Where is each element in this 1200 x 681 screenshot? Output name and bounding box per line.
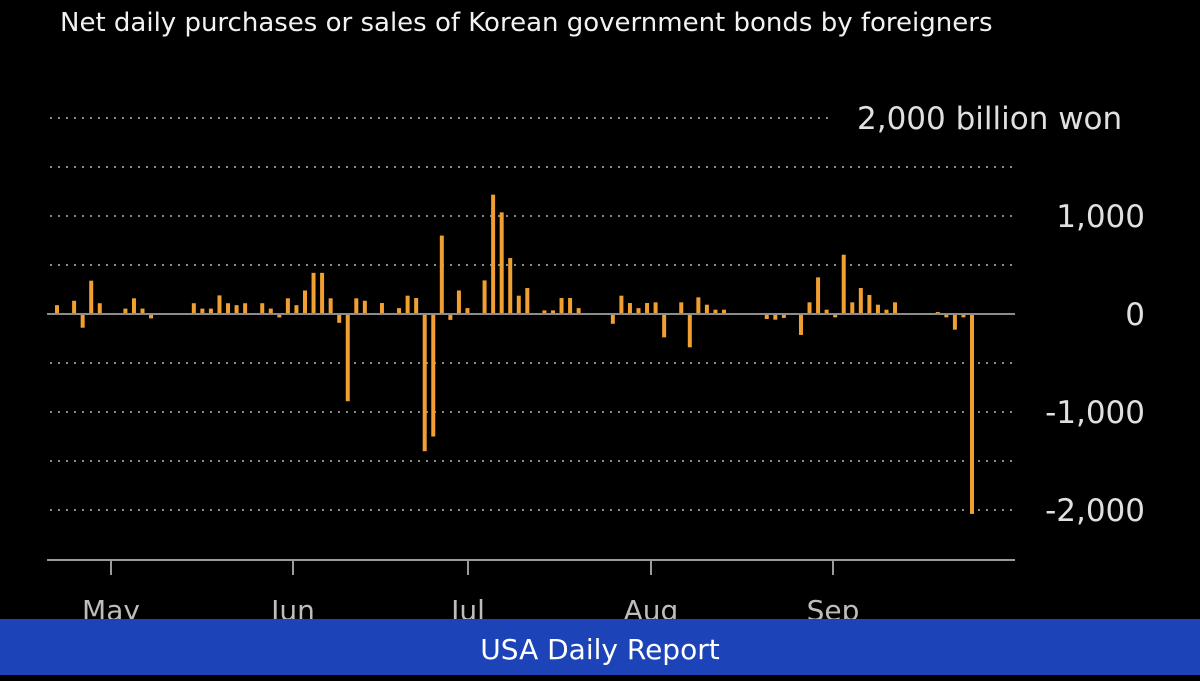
bar bbox=[149, 314, 154, 319]
bar bbox=[653, 302, 658, 314]
bar bbox=[961, 314, 966, 318]
bar bbox=[833, 314, 838, 318]
bar bbox=[72, 300, 77, 314]
bar bbox=[893, 302, 898, 314]
bar bbox=[559, 298, 564, 314]
bar bbox=[482, 280, 487, 314]
bar bbox=[123, 308, 128, 314]
bar bbox=[952, 314, 957, 330]
y-tick-label: 1,000 bbox=[1056, 199, 1145, 235]
bar bbox=[867, 294, 872, 314]
bar bbox=[89, 280, 94, 314]
bar bbox=[422, 314, 427, 452]
bar bbox=[704, 304, 709, 314]
bar bbox=[191, 303, 196, 314]
bar bbox=[379, 303, 384, 314]
bar bbox=[858, 288, 863, 314]
bar bbox=[285, 298, 290, 314]
bar bbox=[807, 302, 812, 314]
bar bbox=[354, 298, 359, 314]
bar bbox=[764, 314, 769, 319]
y-tick-label: -2,000 bbox=[1045, 493, 1145, 529]
bar bbox=[850, 302, 855, 314]
bar bbox=[362, 300, 367, 314]
bar bbox=[550, 310, 555, 314]
bar bbox=[320, 272, 325, 314]
bar bbox=[508, 258, 513, 314]
bar bbox=[414, 298, 419, 314]
y-tick-label: 0 bbox=[1125, 297, 1145, 333]
bar bbox=[277, 314, 282, 318]
bar bbox=[294, 305, 299, 314]
bar bbox=[679, 302, 684, 314]
bar bbox=[208, 308, 213, 314]
bar bbox=[448, 314, 453, 320]
bar bbox=[243, 303, 248, 314]
bar bbox=[713, 309, 718, 314]
bar bbox=[568, 298, 573, 314]
bar bbox=[687, 314, 692, 348]
bar bbox=[636, 308, 641, 314]
bar bbox=[337, 314, 342, 323]
bar bbox=[328, 298, 333, 314]
bar bbox=[260, 303, 265, 314]
bar bbox=[302, 290, 307, 314]
bar bbox=[824, 309, 829, 314]
bar bbox=[405, 295, 410, 314]
bar bbox=[645, 303, 650, 314]
bar bbox=[491, 194, 496, 314]
bar bbox=[816, 277, 821, 314]
bar bbox=[397, 308, 402, 314]
bar bbox=[627, 303, 632, 314]
bar bbox=[875, 304, 880, 314]
bar bbox=[465, 308, 470, 314]
bar bbox=[781, 314, 786, 318]
bar bbox=[696, 297, 701, 314]
bar bbox=[456, 290, 461, 314]
bar bbox=[226, 303, 231, 314]
bar bbox=[200, 308, 205, 314]
bar bbox=[610, 314, 615, 324]
chart-title: Net daily purchases or sales of Korean g… bbox=[60, 8, 993, 38]
footer-label: USA Daily Report bbox=[480, 633, 720, 666]
bar bbox=[234, 305, 239, 314]
bar bbox=[516, 295, 521, 314]
bar bbox=[576, 308, 581, 314]
bar bbox=[131, 298, 136, 314]
bar bbox=[140, 308, 145, 314]
bar bbox=[499, 212, 504, 314]
bar bbox=[619, 295, 624, 314]
bar bbox=[311, 272, 316, 314]
bar bbox=[217, 295, 222, 314]
bar bbox=[662, 314, 667, 338]
bar bbox=[55, 305, 59, 314]
bar bbox=[884, 309, 889, 314]
bar bbox=[439, 235, 444, 314]
bar bbox=[345, 314, 350, 402]
bar bbox=[431, 314, 436, 437]
footer-banner: USA Daily Report bbox=[0, 619, 1200, 675]
bar bbox=[944, 314, 949, 318]
bar bbox=[525, 288, 530, 314]
bar bbox=[80, 314, 85, 328]
bar bbox=[97, 303, 102, 314]
bar bbox=[722, 309, 727, 314]
bar bbox=[841, 254, 846, 314]
y-tick-label: 2,000 billion won bbox=[857, 101, 1122, 137]
bar bbox=[970, 314, 974, 514]
y-tick-label: -1,000 bbox=[1045, 395, 1145, 431]
bar bbox=[542, 310, 547, 314]
bar bbox=[268, 308, 273, 314]
bar bbox=[798, 314, 803, 335]
bar bbox=[773, 314, 778, 320]
